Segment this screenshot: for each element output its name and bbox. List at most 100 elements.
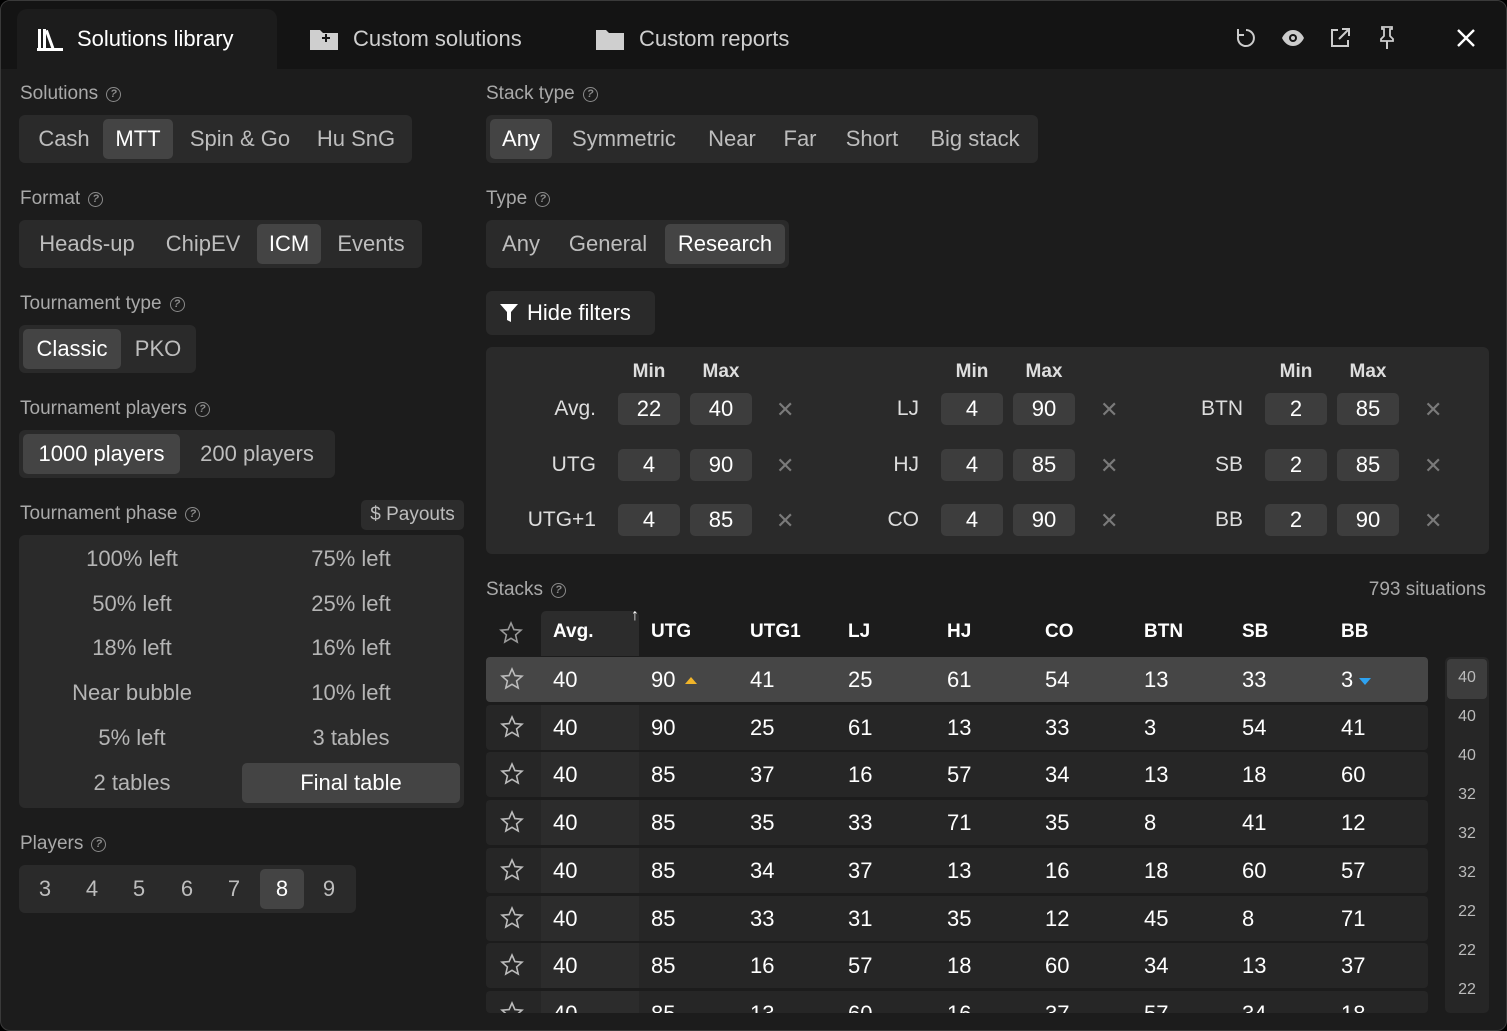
help-icon[interactable]: ?	[91, 836, 107, 852]
stack-type-option-near[interactable]: Near	[708, 126, 756, 151]
phase-option[interactable]: 18% left	[92, 635, 172, 660]
help-icon[interactable]: ?	[185, 506, 201, 522]
clear-filter-icon[interactable]: ✕	[1424, 453, 1443, 478]
filter-min-input[interactable]: 2	[1265, 449, 1327, 481]
clear-filter-icon[interactable]: ✕	[776, 508, 795, 533]
tournament-players-option-1000[interactable]: 1000 players	[23, 434, 180, 474]
clear-filter-icon[interactable]: ✕	[1424, 397, 1443, 422]
phase-option-final-table[interactable]: Final table	[242, 763, 460, 803]
format-option-icm[interactable]: ICM	[257, 224, 321, 264]
phase-option[interactable]: 10% left	[311, 680, 391, 705]
star-icon[interactable]	[500, 858, 524, 882]
table-row[interactable]: 40 85 35 33 71 35 8 41 12	[486, 800, 1428, 845]
close-icon[interactable]	[1453, 25, 1479, 51]
phase-option[interactable]: Near bubble	[72, 680, 192, 705]
players-option[interactable]: 7	[227, 876, 241, 901]
phase-option[interactable]: 25% left	[311, 591, 391, 616]
table-row[interactable]: 40 85 33 31 35 12 45 8 71	[486, 896, 1428, 941]
players-option[interactable]: 3	[38, 876, 52, 901]
stack-type-option-symmetric[interactable]: Symmetric	[572, 126, 676, 151]
tab-custom-solutions[interactable]: Custom solutions	[309, 9, 522, 69]
star-icon[interactable]	[500, 667, 524, 691]
filter-min-input[interactable]: 2	[1265, 504, 1327, 536]
eye-icon[interactable]	[1280, 25, 1306, 51]
hide-filters-button[interactable]: Hide filters	[486, 291, 655, 335]
filter-max-input[interactable]: 40	[690, 393, 752, 425]
star-icon[interactable]	[500, 953, 524, 977]
players-option[interactable]: 6	[180, 876, 194, 901]
type-option-research[interactable]: Research	[665, 224, 785, 264]
pin-icon[interactable]	[1374, 25, 1400, 51]
table-row[interactable]: 40 90 25 61 13 33 3 54 41	[486, 705, 1428, 750]
help-icon[interactable]: ?	[551, 582, 567, 598]
table-row[interactable]: 40 85 16 57 18 60 34 13 37	[486, 943, 1428, 988]
type-option-general[interactable]: General	[568, 231, 648, 256]
filter-min-input[interactable]: 4	[618, 504, 680, 536]
clear-filter-icon[interactable]: ✕	[1100, 508, 1119, 533]
phase-option[interactable]: 50% left	[92, 591, 172, 616]
solutions-option-mtt[interactable]: MTT	[103, 119, 173, 159]
players-option-8[interactable]: 8	[260, 869, 304, 909]
stack-type-option-big-stack[interactable]: Big stack	[930, 126, 1020, 151]
phase-option[interactable]: 100% left	[86, 546, 178, 571]
table-row[interactable]: 40 85 37 16 57 34 13 18 60	[486, 752, 1428, 797]
tournament-players-option-200[interactable]: 200 players	[200, 441, 314, 466]
col-header-bb[interactable]: BB	[1341, 621, 1369, 642]
solutions-option-hu-sng[interactable]: Hu SnG	[316, 126, 396, 151]
solutions-option-cash[interactable]: Cash	[38, 126, 90, 151]
col-header-utg[interactable]: UTG	[651, 621, 692, 642]
filter-min-input[interactable]: 22	[618, 393, 680, 425]
format-option-chipev[interactable]: ChipEV	[165, 231, 241, 256]
players-option[interactable]: 5	[132, 876, 146, 901]
phase-option[interactable]: 16% left	[311, 635, 391, 660]
solutions-option-spin-go[interactable]: Spin & Go	[189, 126, 291, 151]
star-icon[interactable]	[500, 906, 524, 930]
players-option[interactable]: 9	[322, 876, 336, 901]
filter-min-input[interactable]: 4	[941, 504, 1003, 536]
players-option[interactable]: 4	[85, 876, 99, 901]
clear-filter-icon[interactable]: ✕	[1100, 453, 1119, 478]
filter-min-input[interactable]: 4	[941, 449, 1003, 481]
filter-max-input[interactable]: 85	[1013, 449, 1075, 481]
filter-max-input[interactable]: 90	[1337, 504, 1399, 536]
col-header-avg[interactable]: Avg.	[553, 621, 594, 642]
help-icon[interactable]: ?	[169, 296, 185, 312]
clear-filter-icon[interactable]: ✕	[776, 397, 795, 422]
filter-max-input[interactable]: 90	[1013, 393, 1075, 425]
filter-max-input[interactable]: 85	[1337, 393, 1399, 425]
tab-custom-reports[interactable]: Custom reports	[595, 9, 789, 69]
filter-min-input[interactable]: 4	[618, 449, 680, 481]
tab-solutions-library[interactable]: Solutions library	[17, 9, 277, 69]
table-row[interactable]: 40 85 34 37 13 16 18 60 57	[486, 848, 1428, 893]
col-header-hj[interactable]: HJ	[947, 621, 972, 642]
refresh-icon[interactable]	[1233, 25, 1259, 51]
tournament-type-option-pko[interactable]: PKO	[134, 336, 182, 361]
help-icon[interactable]: ?	[88, 191, 104, 207]
star-header-icon[interactable]	[499, 621, 523, 645]
filter-max-input[interactable]: 85	[690, 504, 752, 536]
clear-filter-icon[interactable]: ✕	[1100, 397, 1119, 422]
payouts-button[interactable]: $ Payouts	[361, 500, 464, 530]
stack-type-option-short[interactable]: Short	[845, 126, 899, 151]
table-row[interactable]: 40 85 13 60 16 37 57 34 18	[486, 991, 1428, 1013]
help-icon[interactable]: ?	[106, 86, 122, 102]
col-header-co[interactable]: CO	[1045, 621, 1074, 642]
phase-option[interactable]: 5% left	[98, 725, 166, 750]
help-icon[interactable]: ?	[535, 191, 551, 207]
filter-max-input[interactable]: 90	[1013, 504, 1075, 536]
filter-max-input[interactable]: 85	[1337, 449, 1399, 481]
col-header-sb[interactable]: SB	[1242, 621, 1269, 642]
filter-min-input[interactable]: 4	[941, 393, 1003, 425]
filter-max-input[interactable]: 90	[690, 449, 752, 481]
star-icon[interactable]	[500, 715, 524, 739]
col-header-btn[interactable]: BTN	[1144, 621, 1184, 642]
stack-index-scroller[interactable]: 40 40 40 32 32 32 22 22 22	[1445, 657, 1489, 1013]
filter-min-input[interactable]: 2	[1265, 393, 1327, 425]
clear-filter-icon[interactable]: ✕	[1424, 508, 1443, 533]
star-icon[interactable]	[500, 762, 524, 786]
star-icon[interactable]	[500, 1001, 524, 1013]
format-option-events[interactable]: Events	[337, 231, 405, 256]
col-header-utg1[interactable]: UTG1	[750, 621, 801, 642]
tournament-type-option-classic[interactable]: Classic	[23, 329, 121, 369]
help-icon[interactable]: ?	[582, 86, 598, 102]
